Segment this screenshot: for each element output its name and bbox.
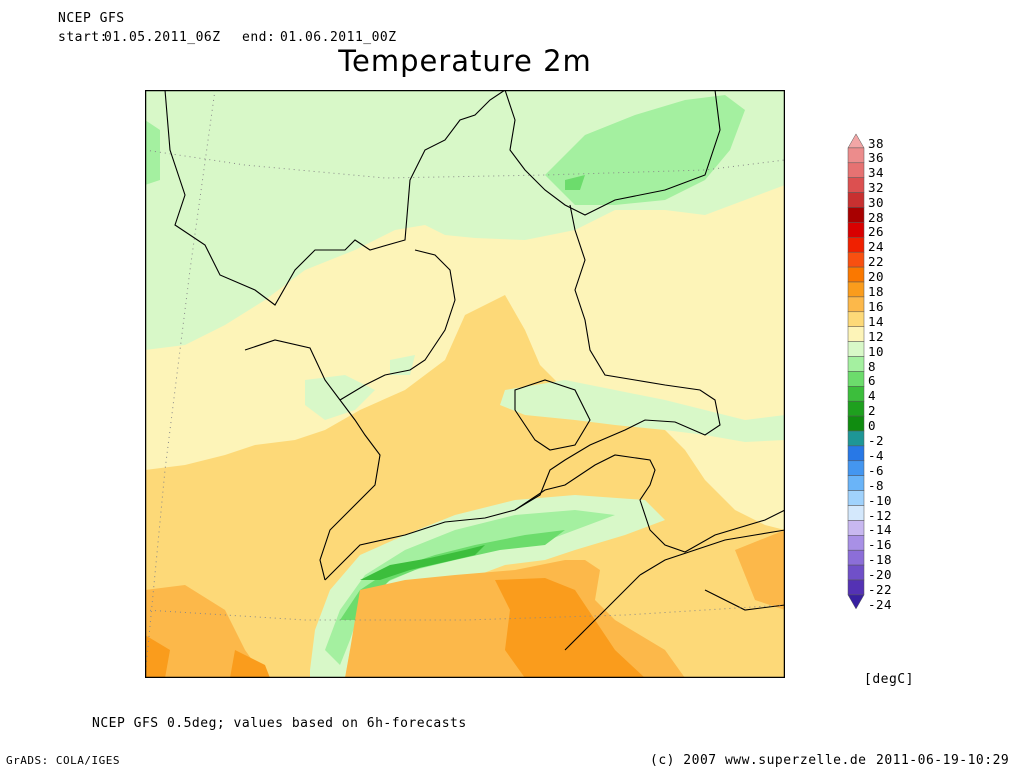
legend-label: 22: [868, 254, 885, 270]
legend-label: 0: [868, 418, 877, 434]
legend-swatch-12: [847, 326, 865, 342]
chart-title: Temperature 2m: [338, 44, 592, 78]
legend-swatch-10: [847, 341, 865, 357]
legend-label: -8: [868, 477, 885, 493]
legend-label: 12: [868, 328, 885, 344]
legend-swatch-4: [847, 386, 865, 402]
legend-label: 2: [868, 403, 877, 419]
legend-label: 4: [868, 388, 877, 404]
legend-label: 18: [868, 284, 885, 299]
legend-swatch-18: [847, 281, 865, 298]
legend-swatch--24: [847, 594, 865, 610]
legend-label: -18: [868, 552, 893, 568]
legend-label: -22: [868, 582, 893, 597]
legend-swatch-32: [847, 177, 865, 193]
legend-swatch-22: [847, 251, 865, 268]
legend-label: -12: [868, 507, 893, 523]
copyright: (c) 2007 www.superzelle.de: [650, 753, 867, 768]
legend-label: 26: [868, 224, 885, 240]
legend-swatch-30: [847, 192, 865, 208]
legend-swatch--20: [847, 564, 865, 581]
legend-label: -20: [868, 567, 893, 583]
color-legend: [847, 133, 865, 610]
legend-swatch-38: [847, 133, 865, 149]
legend-label: 10: [868, 343, 885, 359]
legend-label: 14: [868, 313, 885, 329]
legend-swatch-28: [847, 207, 865, 223]
border-lines: [244, 339, 381, 581]
field-alps: [310, 495, 665, 678]
legend-swatch--4: [847, 445, 865, 462]
coastline: [164, 90, 506, 306]
legend-label: 34: [868, 164, 885, 180]
legend-label: -24: [868, 596, 893, 612]
legend-unit: [degC]: [864, 672, 914, 687]
legend-swatch-14: [847, 311, 865, 327]
timestamp: 2011-06-19-10:29: [876, 753, 1010, 768]
legend-label: -16: [868, 537, 893, 553]
legend-label: 32: [868, 179, 885, 195]
legend-swatch--22: [847, 579, 865, 596]
start-label: start:: [58, 30, 108, 45]
legend-label: 30: [868, 194, 885, 210]
legend-swatch--14: [847, 520, 865, 536]
legend-swatch--18: [847, 549, 865, 566]
legend-label: 8: [868, 358, 877, 374]
legend-label: 24: [868, 239, 885, 255]
legend-label: 28: [868, 209, 885, 225]
legend-swatch-8: [847, 356, 865, 372]
end-label: end:: [242, 30, 276, 45]
temperature-map: [145, 90, 785, 678]
legend-swatch-0: [847, 415, 865, 432]
legend-swatch-36: [847, 147, 865, 164]
legend-label: -6: [868, 462, 885, 478]
legend-swatch--16: [847, 535, 865, 551]
legend-label: -4: [868, 447, 885, 463]
legend-label: 36: [868, 149, 885, 165]
end-date: 01.06.2011_00Z: [280, 30, 397, 45]
start-date: 01.05.2011_06Z: [104, 30, 221, 45]
legend-swatch--6: [847, 460, 865, 476]
legend-swatch--10: [847, 490, 865, 506]
legend-swatch--12: [847, 505, 865, 521]
legend-label: 38: [868, 135, 885, 151]
legend-label: -10: [868, 492, 893, 508]
legend-swatch-26: [847, 222, 865, 238]
legend-swatch-34: [847, 162, 865, 178]
legend-label: -14: [868, 522, 893, 538]
legend-swatch-24: [847, 237, 865, 253]
legend-label: 16: [868, 298, 885, 314]
legend-swatch-20: [847, 266, 865, 283]
legend-swatch--8: [847, 475, 865, 491]
model-label: NCEP GFS: [58, 11, 125, 26]
legend-label: 20: [868, 269, 885, 285]
legend-swatch--2: [847, 430, 865, 447]
footnote: NCEP GFS 0.5deg; values based on 6h-fore…: [92, 716, 467, 731]
legend-label: 6: [868, 373, 877, 389]
legend-swatch-16: [847, 296, 865, 313]
legend-swatch-6: [847, 371, 865, 387]
legend-swatch-2: [847, 400, 865, 417]
grads-credit: GrADS: COLA/IGES: [6, 754, 120, 767]
legend-label: -2: [868, 433, 885, 448]
